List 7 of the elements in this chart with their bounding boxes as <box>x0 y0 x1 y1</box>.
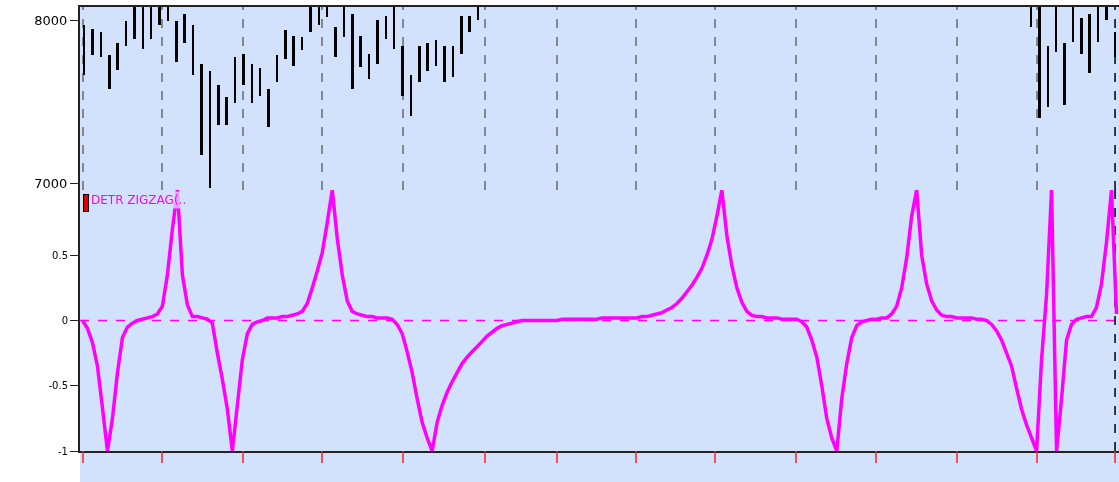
y-tick-label: -0.5 <box>48 380 68 392</box>
y-tick-label: 7000 <box>34 176 68 192</box>
y-tick-label: 8000 <box>34 12 68 28</box>
annotation: DETR ZIGZAG(.. <box>91 193 187 207</box>
y-tick-label: -1 <box>58 445 68 457</box>
y-tick-label: 0.5 <box>52 249 68 261</box>
y-tick-label: 0 <box>61 315 68 326</box>
